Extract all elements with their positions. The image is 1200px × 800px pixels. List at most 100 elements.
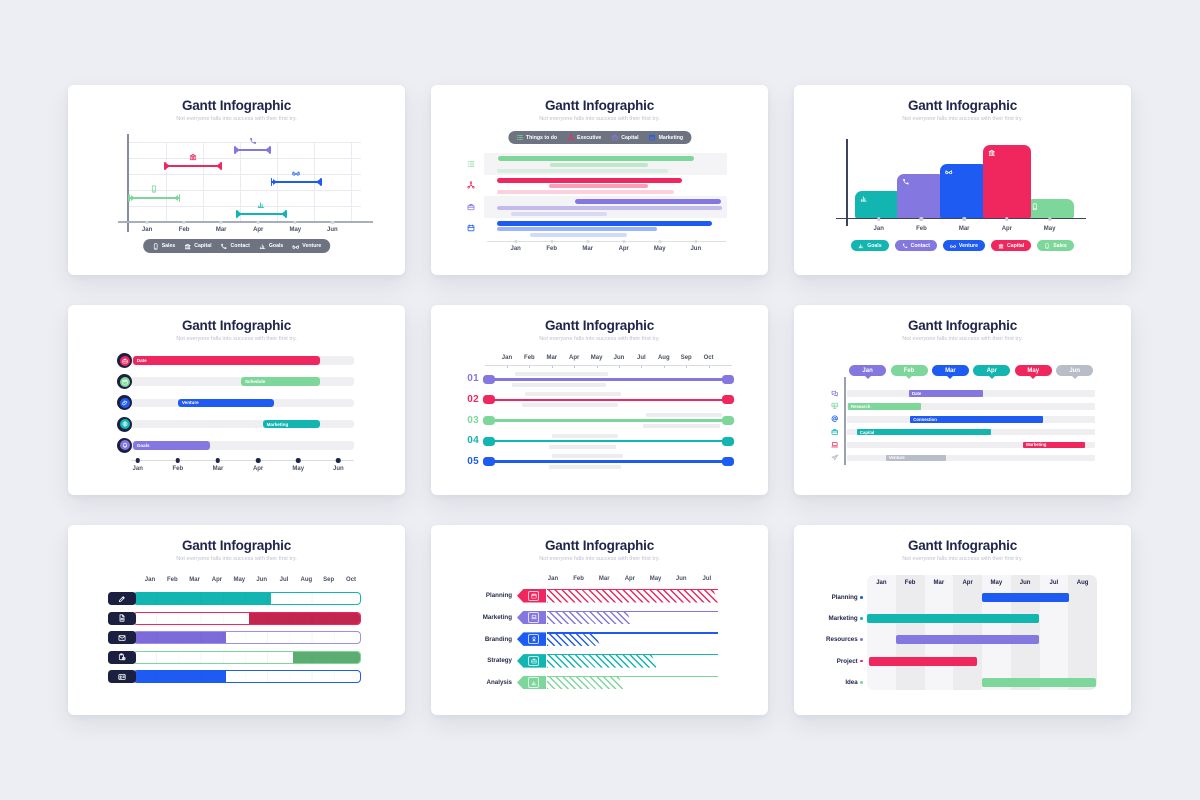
axis-tick <box>686 365 688 368</box>
task-bar: Marketing <box>262 419 321 429</box>
task-bar <box>982 677 1097 687</box>
share-icon <box>467 181 475 189</box>
slide-subtitle: Not everyone falls into success with the… <box>902 556 1023 563</box>
task-bar: Goals <box>132 441 211 450</box>
gridline-horizontal <box>128 142 361 143</box>
month-label: May <box>233 577 246 583</box>
slide-subtitle: Not everyone falls into success with the… <box>539 116 660 123</box>
month-label: Sep <box>323 577 335 583</box>
pencil-icon <box>118 595 126 603</box>
x-axis-labels: Jan Feb Mar Apr May Jun <box>128 227 361 235</box>
ghost-bar <box>512 382 607 387</box>
line-cap-right <box>722 395 734 405</box>
month-label: Feb <box>524 355 535 361</box>
arrow-left-icon <box>315 178 320 185</box>
gridline-horizontal <box>128 174 361 175</box>
axis-tick-dot <box>1047 217 1052 221</box>
legend: Things to do Executive Capital Marketing <box>507 131 692 144</box>
legend-label: Venture <box>958 242 978 249</box>
month-label: Jan <box>862 367 873 374</box>
gantt-chart-progress: Jan Feb Mar Apr May Jun Jul Aug Sep Oct <box>68 563 405 715</box>
task-label: Marketing <box>1026 442 1047 448</box>
hatch-fill <box>547 632 600 646</box>
hatch-area <box>547 675 718 690</box>
line-cap-left <box>483 436 495 446</box>
legend-pill: Venture <box>942 240 985 251</box>
timeline-line <box>487 439 730 443</box>
hatch-fill <box>547 611 632 625</box>
laptop-icon <box>530 614 537 620</box>
line-track <box>483 433 734 449</box>
row-label: Project <box>794 657 863 666</box>
bank-icon <box>988 149 996 157</box>
task-bar <box>496 168 668 173</box>
bar-endpoint-left <box>234 146 236 154</box>
month-label: Jun <box>256 577 267 583</box>
legend-label: Things to do <box>525 134 558 141</box>
month-label: Apr <box>986 367 997 374</box>
month-label: Aug <box>1076 580 1089 586</box>
month-label: May <box>653 246 666 252</box>
card-header: Gantt Infographic Not everyone falls int… <box>68 85 405 122</box>
bar-frame <box>133 631 361 645</box>
ghost-bar <box>524 392 621 397</box>
gridline-horizontal <box>128 158 361 159</box>
legend-item: Things to do <box>516 134 557 141</box>
gantt-chart-numbered-lines: Jan Feb Mar Apr May Jun Jul Aug Sep Oct 01 02 03 04 05 <box>431 343 768 495</box>
line-track <box>483 371 734 387</box>
x-axis-labels: Jan Feb Mar Apr May Jun Jul Aug Sep Oct <box>485 355 732 369</box>
hatch-fill <box>547 589 718 603</box>
slide-title: Gantt Infographic <box>181 538 292 553</box>
x-axis <box>487 241 726 242</box>
slide-title: Gantt Infographic <box>544 98 655 113</box>
progress-row <box>108 631 361 645</box>
arrow-tag <box>517 632 546 646</box>
timeline-line <box>487 377 730 381</box>
calendar-icon <box>531 593 537 599</box>
month-label: Apr <box>962 580 973 586</box>
month-label: Aug <box>657 355 670 361</box>
legend-label: Capital <box>621 134 639 141</box>
month-label: Apr <box>253 227 264 233</box>
rows-area: Date Schedule Venture Marketing Goals Jan Feb M… <box>117 353 354 478</box>
row-label-text: Idea <box>845 678 858 686</box>
row-label-text: Resources <box>826 636 858 644</box>
arrow-right-icon <box>166 162 171 169</box>
plot-area <box>467 153 727 243</box>
month-label: Jun <box>690 246 702 252</box>
hatch-row: Planning <box>461 589 718 603</box>
arrow-right-icon <box>237 210 242 217</box>
row-label: Idea <box>794 678 863 687</box>
month-label: Apr <box>624 576 636 582</box>
bar-endpoint-right <box>269 146 271 154</box>
arrow-right-icon <box>130 194 135 201</box>
progress-fill <box>248 612 360 624</box>
envelope-icon <box>118 634 126 642</box>
progress-fill <box>293 651 360 663</box>
task-bar <box>497 227 657 232</box>
month-label: Jun <box>1069 367 1080 374</box>
arrow-left-icon <box>264 146 269 153</box>
glasses-icon <box>945 168 953 176</box>
glasses-icon <box>292 169 300 177</box>
plane-icon <box>831 454 839 462</box>
hatch-fill <box>547 654 656 668</box>
legend-item: Venture <box>292 243 321 250</box>
task-bar: Capital <box>856 428 991 436</box>
ghost-bar <box>514 371 609 376</box>
legend-label: Goals <box>268 243 284 249</box>
arrow-left-icon <box>174 194 179 201</box>
slide-title: Gantt Infographic <box>181 318 292 333</box>
y-axis <box>844 377 846 465</box>
task-bar <box>529 233 628 238</box>
hatch-row: Strategy <box>461 654 718 668</box>
bar-endpoint-right <box>219 162 222 170</box>
row-icon-box <box>108 592 136 605</box>
column-bar <box>897 174 946 218</box>
y-axis <box>846 139 848 226</box>
slide-subtitle: Not everyone falls into success with the… <box>176 336 297 343</box>
gridline-horizontal <box>128 190 361 191</box>
progress-fill <box>134 593 271 604</box>
gridline-vertical <box>350 142 352 222</box>
task-label: Schedule <box>244 379 266 385</box>
